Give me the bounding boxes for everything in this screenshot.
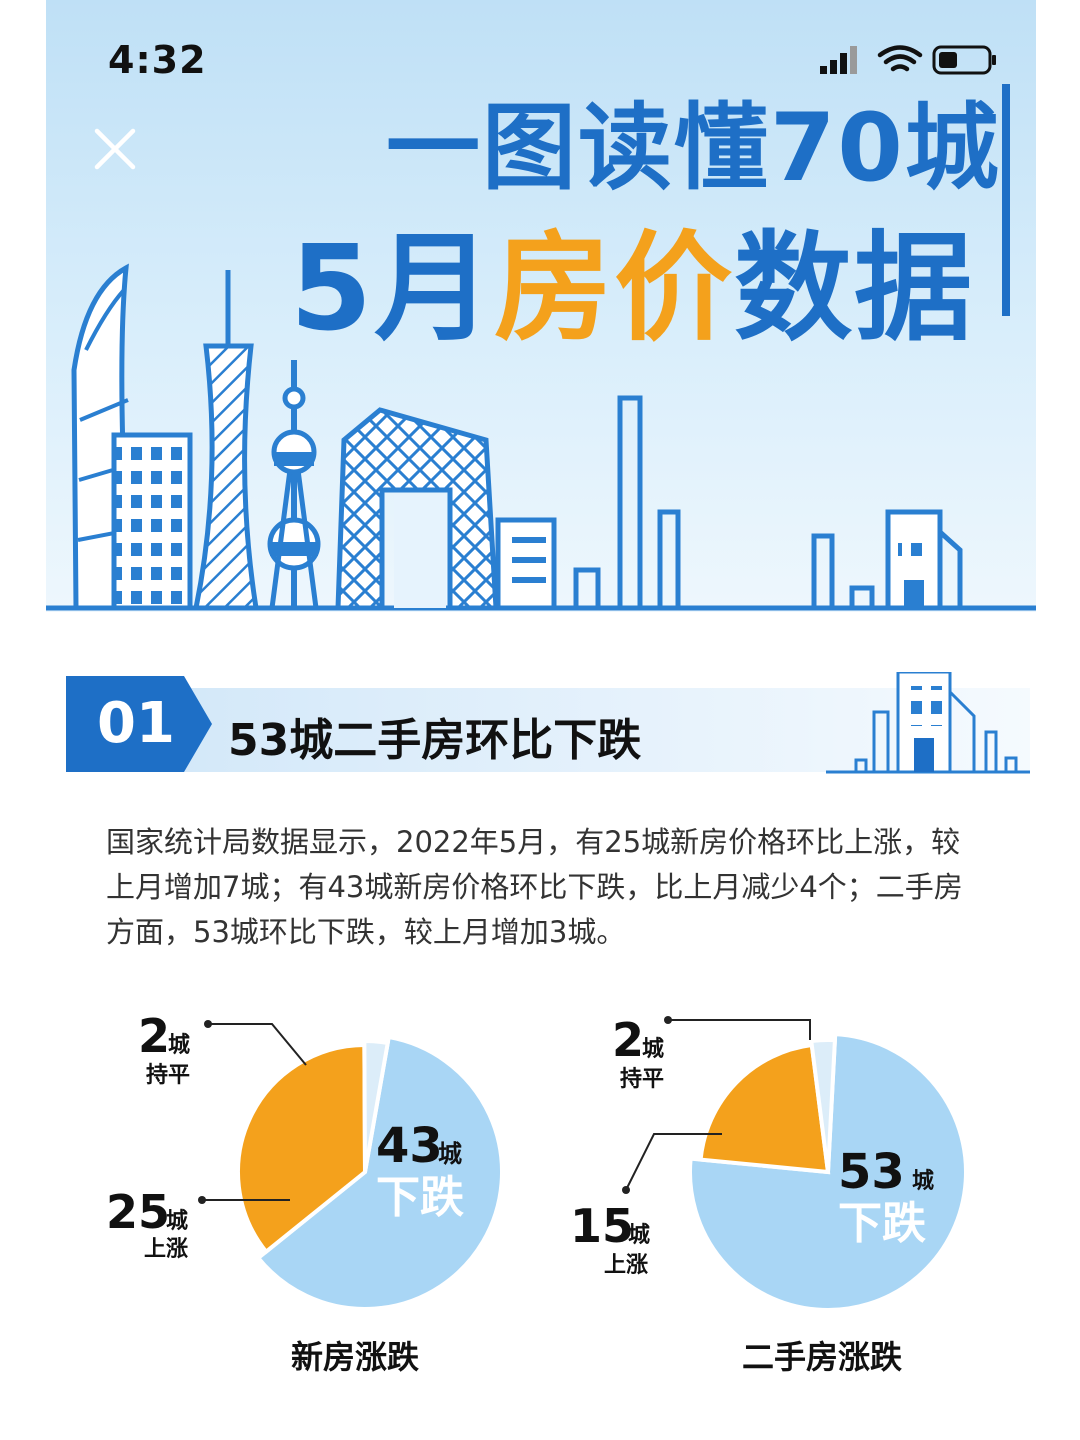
cellular-signal-icon (820, 46, 857, 74)
pie1-slice-0 (255, 1034, 504, 1311)
title-suffix: 数据 (734, 219, 975, 357)
pie1-big-value: 43 (376, 1118, 443, 1174)
title-accent-bar (1002, 84, 1010, 316)
section-number: 01 (97, 691, 175, 756)
section-header-background (66, 688, 1030, 772)
pie2-up-label: 上涨 (604, 1253, 648, 1278)
building-icon (826, 672, 1030, 774)
pie2-big-value: 53 (838, 1144, 905, 1200)
pie2-slice-1 (698, 1042, 831, 1175)
section-header: 01 53城二手房环比下跌 (66, 672, 1030, 776)
pie2-flat-value: 2 (612, 1013, 644, 1067)
pie2-up-unit: 城 (628, 1222, 650, 1248)
title-month: 5月 (290, 219, 495, 357)
section-title: 53城二手房环比下跌 (228, 715, 642, 766)
pie1-title: 新房涨跌 (291, 1338, 419, 1376)
pie1-up-label: 上涨 (144, 1237, 188, 1262)
wifi-icon (877, 45, 923, 72)
pie2-flat-dot (664, 1016, 672, 1024)
close-icon (94, 128, 136, 170)
section-number-badge (66, 676, 212, 772)
status-time: 4:32 (108, 38, 207, 82)
city-skyline-illustration (46, 263, 1036, 611)
pie2-up-dot (622, 1186, 630, 1194)
banner-title-line1: 一图读懂70城 (386, 94, 1001, 203)
battery-icon (932, 45, 996, 75)
pie2-flat-label: 持平 (620, 1067, 664, 1092)
pie1-up-dot (198, 1196, 206, 1204)
pie2-slice-2 (809, 1038, 838, 1173)
pie2-big-unit: 城 (912, 1168, 934, 1194)
summary-paragraph: 国家统计局数据显示，2022年5月，有25城新房价格环比上涨，较上月增加7城；有… (106, 825, 963, 949)
pie2-flat-leader (668, 1019, 811, 1040)
pie2-title: 二手房涨跌 (742, 1338, 902, 1376)
pie1-slice-2 (362, 1039, 391, 1173)
pie2-up-leader (625, 1133, 722, 1191)
close-button[interactable] (92, 126, 138, 172)
pie1-up-value: 25 (106, 1185, 170, 1239)
pie2-flat-unit: 城 (642, 1036, 664, 1062)
title-highlight: 房价 (494, 219, 735, 357)
banner-title-line2: 5月房价数据 (290, 192, 974, 363)
pie1-up-unit: 城 (166, 1208, 188, 1234)
pie1-big-unit: 城 (438, 1140, 462, 1168)
pie1-flat-unit: 城 (168, 1032, 190, 1058)
pie1-flat-label: 持平 (146, 1063, 190, 1088)
pie1-big-label: 下跌 (376, 1172, 464, 1223)
pie1-flat-value: 2 (138, 1009, 170, 1063)
status-icons (820, 45, 996, 75)
pie1-flat-leader (208, 1023, 307, 1066)
pie2-up-value: 15 (570, 1199, 634, 1253)
pie1-flat-dot (204, 1020, 212, 1028)
pie2-big-label: 下跌 (838, 1198, 926, 1249)
